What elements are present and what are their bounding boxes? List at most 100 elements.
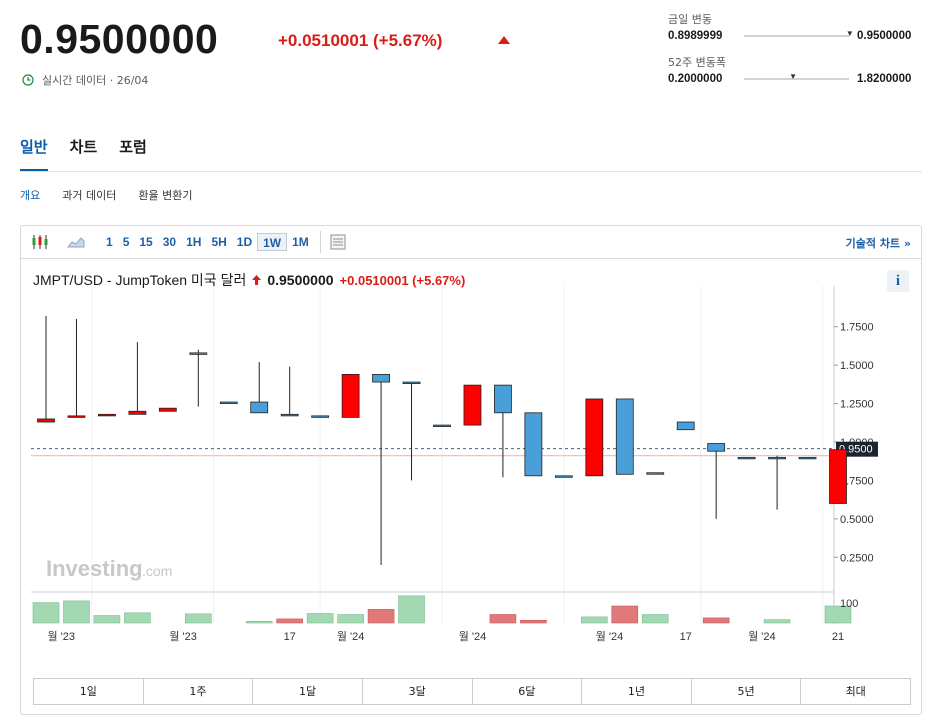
- candle-body: [433, 424, 451, 427]
- interval-1h[interactable]: 1H: [186, 235, 202, 249]
- candlestick-icon[interactable]: [29, 233, 51, 251]
- chart-title: JMPT/USD - JumpToken 미국 달러 0.9500000 +0.…: [33, 270, 465, 290]
- period-1d[interactable]: 1일: [34, 679, 144, 704]
- volume-bar: [367, 609, 395, 624]
- x-tick-label: 월 '23: [47, 630, 75, 643]
- candle-body: [615, 398, 634, 475]
- volume-bar: [306, 613, 334, 624]
- interval-5h[interactable]: 5H: [211, 235, 227, 249]
- y-tick-label: 0.7500: [840, 475, 874, 487]
- volume-bar: [763, 619, 791, 624]
- period-1w[interactable]: 1주: [144, 679, 254, 704]
- chart-change: +0.0510001 (+5.67%): [339, 272, 466, 288]
- up-arrow-icon: [252, 275, 262, 285]
- week52-low: 0.2000000: [668, 73, 723, 85]
- candle-body: [646, 472, 665, 475]
- range-marker-icon: ▼: [789, 72, 798, 81]
- volume-bar: [824, 605, 852, 624]
- day-high: 0.9500000: [857, 30, 912, 42]
- technical-chart-link[interactable]: 기술적 차트 »: [845, 237, 911, 250]
- candle-body: [341, 373, 360, 418]
- candle-body: [585, 398, 604, 477]
- period-1m[interactable]: 1달: [253, 679, 363, 704]
- period-5y[interactable]: 5년: [692, 679, 802, 704]
- x-tick-label: 17: [680, 631, 692, 643]
- tab-chart[interactable]: 차트: [69, 138, 98, 156]
- candle-body: [250, 401, 269, 414]
- tab-general[interactable]: 일반: [20, 136, 48, 172]
- candle-body: [372, 373, 390, 383]
- volume-tick-label: 100: [840, 598, 858, 610]
- chart-widget: 1 5 15 30 1H 5H 1D 1W 1M 기술적 차트 » JMPT/U…: [20, 225, 922, 715]
- chart-price: 0.9500000: [267, 272, 334, 288]
- volume-bar: [245, 620, 273, 624]
- day-low: 0.8989999: [668, 30, 723, 42]
- range-marker-icon: ▼: [845, 29, 854, 38]
- x-tick-label: 월 '24: [596, 630, 624, 643]
- interval-1w[interactable]: 1W: [257, 233, 288, 251]
- candlestick-chart: 0.25000.50000.75001.00001.25001.50001.75…: [31, 286, 878, 643]
- candle-body: [280, 413, 299, 417]
- chart-toolbar: 1 5 15 30 1H 5H 1D 1W 1M 기술적 차트 »: [21, 226, 921, 259]
- x-tick-label: 월 '23: [169, 630, 197, 643]
- area-chart-icon[interactable]: [65, 233, 87, 251]
- volume-bar: [641, 614, 669, 624]
- y-tick-label: 1.5000: [840, 360, 874, 372]
- candle-body: [37, 418, 55, 423]
- candle-body: [98, 413, 116, 417]
- main-tabs: 일반 차트 포럼: [20, 136, 147, 172]
- candle-body: [737, 456, 756, 460]
- subtab-overview[interactable]: 개요: [20, 189, 41, 202]
- interval-1m[interactable]: 1M: [292, 235, 309, 249]
- toolbar-separator: [319, 231, 321, 253]
- subtab-currency-converter[interactable]: 환율 변환기: [138, 189, 193, 202]
- volume-bar: [489, 614, 517, 624]
- day-range: 금일 변동 0.8989999 ▼ 0.9500000: [668, 11, 911, 42]
- candle-body: [311, 415, 330, 418]
- x-tick-label: 월 '24: [459, 630, 487, 643]
- volume-bar: [611, 605, 639, 624]
- clock-icon: [22, 74, 34, 86]
- volume-bar: [337, 614, 364, 624]
- realtime-info: 실시간 데이터 · 26/04: [22, 72, 148, 88]
- period-selector: 1일 1주 1달 3달 6달 1년 5년 최대: [33, 678, 911, 705]
- investing-watermark-suffix: .com: [142, 563, 172, 579]
- period-6m[interactable]: 6달: [473, 679, 583, 704]
- current-price: 0.9500000: [20, 16, 219, 62]
- info-button[interactable]: i: [887, 270, 909, 292]
- volume-bar: [185, 613, 212, 624]
- x-tick-label: 월 '24: [748, 630, 776, 643]
- candle-body: [463, 384, 482, 426]
- up-arrow-icon: [498, 36, 510, 44]
- volume-bar: [63, 600, 90, 624]
- interval-5[interactable]: 5: [122, 235, 130, 249]
- y-tick-label: 0.2500: [840, 552, 874, 564]
- volume-bar: [124, 612, 151, 624]
- period-3m[interactable]: 3달: [363, 679, 473, 704]
- candle-body: [219, 401, 238, 404]
- interval-1d[interactable]: 1D: [236, 235, 253, 249]
- period-max[interactable]: 최대: [845, 685, 866, 698]
- volume-bar: [702, 617, 730, 624]
- week52-high: 1.8200000: [857, 73, 912, 85]
- candle-body: [189, 352, 208, 355]
- candle-body: [524, 412, 543, 477]
- candle-body: [554, 475, 573, 478]
- candle-body: [402, 381, 421, 384]
- interval-30[interactable]: 30: [162, 235, 177, 249]
- realtime-text: 실시간 데이터 · 26/04: [42, 74, 149, 87]
- chart-pair-name: JMPT/USD - JumpToken 미국 달러: [33, 272, 247, 288]
- subtab-historical-data[interactable]: 과거 데이터: [62, 189, 117, 202]
- week52-range-label: 52주 변동폭: [668, 56, 726, 69]
- interval-15[interactable]: 15: [139, 235, 153, 249]
- candle-body: [707, 443, 726, 452]
- period-1y[interactable]: 1년: [582, 679, 692, 704]
- tabs-divider: [20, 171, 922, 172]
- x-tick-label: 21: [832, 631, 844, 643]
- volume-bar: [398, 595, 425, 624]
- volume-bar: [93, 615, 121, 624]
- table-icon[interactable]: [327, 233, 349, 251]
- tab-forum[interactable]: 포럼: [119, 138, 147, 156]
- interval-1[interactable]: 1: [106, 235, 113, 249]
- sub-tabs: 개요 과거 데이터 환율 변환기: [20, 187, 192, 203]
